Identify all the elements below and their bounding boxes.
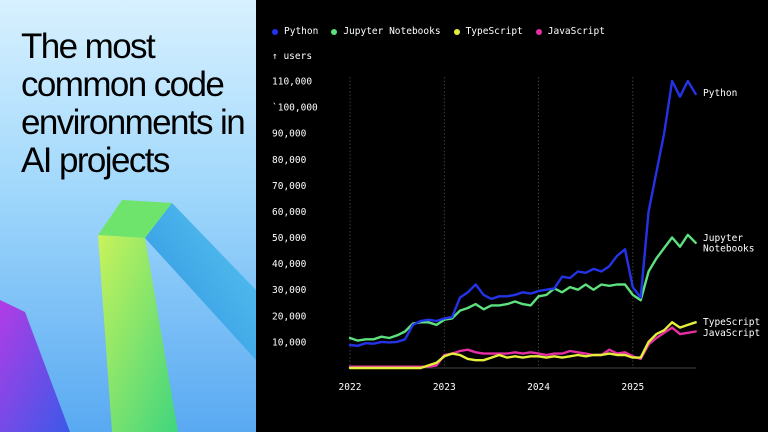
legend-item-typescript: TypeScript — [453, 26, 523, 37]
headline-panel: The most common code environments in AI … — [0, 0, 256, 432]
legend-label-typescript: TypeScript — [465, 26, 523, 37]
y-tick-label: `100,000 — [272, 103, 318, 114]
y-tick-label: 20,000 — [272, 311, 307, 322]
x-tick-label: 2024 — [527, 382, 550, 393]
ribbon-decoration — [0, 200, 256, 432]
ribbon-purple-band — [0, 300, 70, 432]
y-tick-label: 80,000 — [272, 155, 307, 166]
legend-label-python: Python — [284, 26, 319, 37]
chart-panel — [256, 0, 768, 432]
y-tick-label: 60,000 — [272, 207, 307, 218]
series-line-jupyter-notebooks — [348, 233, 697, 342]
legend-marker-python — [272, 28, 278, 35]
ribbon-blue-band — [145, 203, 256, 360]
legend-item-jupyter-notebooks: Jupyter Notebooks — [331, 26, 441, 37]
page-title: The most common code environments in AI … — [21, 27, 246, 180]
legend-item-python: Python — [272, 26, 318, 37]
end-label-javascript: JavaScript — [703, 328, 760, 339]
y-tick-label: 10,000 — [272, 337, 307, 348]
y-tick-label: 90,000 — [272, 129, 307, 140]
legend-label-jupyter-notebooks: Jupyter Notebooks — [343, 26, 441, 37]
end-label-jupyter-notebooks: Jupyter — [703, 233, 743, 244]
chart-legend: Python Jupyter Notebooks TypeScript Java… — [272, 26, 605, 37]
series-line-typescript — [348, 321, 697, 370]
ribbon-green-band — [98, 235, 178, 432]
y-tick-label: 40,000 — [272, 259, 307, 270]
legend-label-javascript: JavaScript — [547, 26, 605, 37]
end-label-typescript: TypeScript — [703, 317, 760, 328]
y-tick-label: 70,000 — [272, 181, 307, 192]
legend-marker-typescript — [453, 28, 460, 35]
end-label-jupyter-notebooks: Notebooks — [703, 244, 754, 255]
y-tick-label: 30,000 — [272, 285, 307, 296]
y-tick-label: 50,000 — [272, 233, 307, 244]
legend-item-javascript: JavaScript — [535, 26, 605, 37]
y-tick-label: 110,000 — [272, 77, 312, 88]
end-label-python: Python — [703, 88, 737, 99]
x-tick-label: 2022 — [339, 382, 362, 393]
x-tick-label: 2023 — [433, 382, 456, 393]
line-chart: 10,000 20,000 30,000 40,000 50,000 60,000 70,0… — [272, 77, 760, 394]
legend-marker-jupyter-notebooks — [331, 28, 338, 35]
x-tick-label: 2025 — [621, 382, 644, 393]
legend-marker-javascript — [535, 28, 542, 35]
ribbon-top-face — [98, 200, 172, 238]
y-axis-label: ↑ users — [272, 51, 313, 62]
series-line-python — [348, 79, 697, 347]
